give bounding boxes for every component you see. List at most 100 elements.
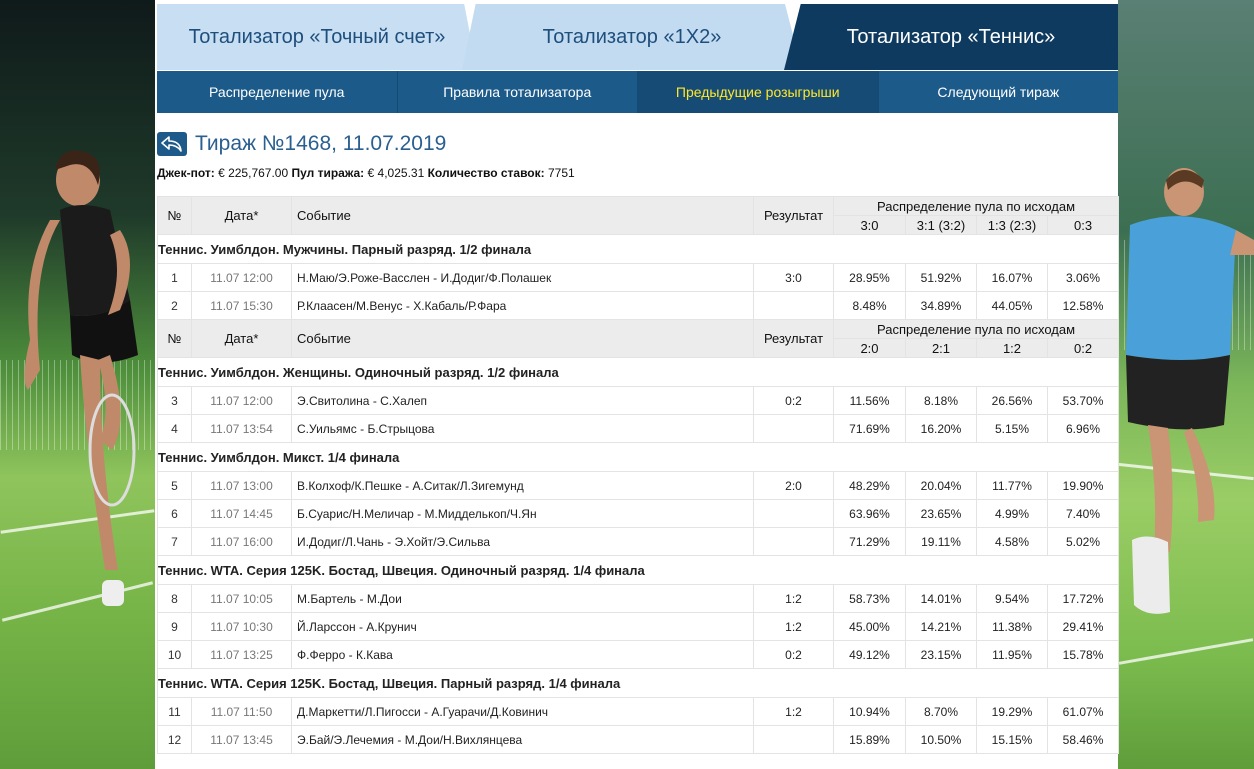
cell-percent: 10.94% (833, 697, 906, 726)
header-event: Событие (291, 319, 754, 358)
cell-percent: 4.99% (976, 499, 1048, 528)
table-row: 5 11.07 13:00 В.Колхоф/К.Пешке - А.Ситак/Л… (157, 471, 1120, 500)
header-date: Дата* (191, 319, 292, 358)
main-content: Тотализатор «Точный счет» Тотализатор «1… (155, 0, 1120, 769)
back-arrow-icon (161, 136, 182, 152)
section-row: Теннис. WTA. Серия 125K. Бостад, Швеция.… (156, 555, 1120, 585)
cell-result (753, 499, 834, 528)
cell-percent: 12.58% (1046, 291, 1120, 320)
header-outcome: 3:0 (833, 215, 906, 235)
cell-percent: 29.41% (1046, 612, 1120, 641)
cell-date: 11.07 14:45 (191, 499, 292, 528)
cell-percent: 17.72% (1046, 584, 1120, 613)
cell-date: 11.07 10:05 (191, 584, 292, 613)
tab-tennis[interactable]: Тотализатор «Теннис» (784, 4, 1118, 70)
cell-percent: 49.12% (833, 640, 906, 669)
cell-percent: 23.15% (905, 640, 977, 669)
cell-number: 5 (157, 471, 192, 500)
tab-1x2[interactable]: Тотализатор «1X2» (462, 4, 802, 70)
draw-summary: Джек-пот: € 225,767.00 Пул тиража: € 4,0… (157, 166, 575, 180)
cell-result (753, 414, 834, 443)
subnav-rules[interactable]: Правила тотализатора (398, 71, 638, 113)
header-number: № (157, 319, 192, 358)
tab-label: Тотализатор «1X2» (542, 25, 722, 48)
cell-date: 11.07 13:00 (191, 471, 292, 500)
cell-event: Й.Ларссон - А.Крунич (291, 612, 754, 641)
table-row: 4 11.07 13:54 С.Уильямс - Б.Стрыцова 71.69%… (157, 414, 1120, 443)
header-outcome: 1:2 (976, 338, 1048, 358)
cell-percent: 8.48% (833, 291, 906, 320)
background-left (0, 0, 155, 769)
header-outcome: 3:1 (3:2) (905, 215, 977, 235)
cell-date: 11.07 12:00 (191, 263, 292, 292)
header-outcome: 1:3 (2:3) (976, 215, 1048, 235)
draw-title: Тираж №1468, 11.07.2019 (195, 132, 447, 155)
cell-percent: 15.89% (833, 725, 906, 754)
cell-percent: 10.50% (905, 725, 977, 754)
table-row: 3 11.07 12:00 Э.Свитолина - С.Халеп 0:2 11.5… (157, 386, 1120, 415)
cell-percent: 28.95% (833, 263, 906, 292)
cell-percent: 11.38% (976, 612, 1048, 641)
cell-event: И.Додиг/Л.Чань - Э.Хойт/Э.Сильва (291, 527, 754, 556)
cell-percent: 44.05% (976, 291, 1048, 320)
table-header-outcomes-row: 3:0 3:1 (3:2) 1:3 (2:3) 0:3 (158, 215, 1120, 235)
cell-result (753, 527, 834, 556)
cell-percent: 9.54% (976, 584, 1048, 613)
background-right (1118, 0, 1254, 769)
pool-label: Пул тиража: (291, 166, 365, 180)
cell-event: С.Уильямс - Б.Стрыцова (291, 414, 754, 443)
cell-percent: 48.29% (833, 471, 906, 500)
female-player-illustration (24, 150, 138, 606)
cell-number: 10 (157, 640, 192, 669)
subnav-next-draw[interactable]: Следующий тираж (937, 84, 1060, 100)
cell-percent: 11.56% (833, 386, 906, 415)
tab-exact-score[interactable]: Тотализатор «Точный счет» (157, 4, 477, 70)
table-row: 8 11.07 10:05 М.Бартель - М.Дои 1:2 58.73% 14… (157, 584, 1120, 613)
cell-event: М.Бартель - М.Дои (291, 584, 754, 613)
cell-percent: 51.92% (905, 263, 977, 292)
cell-result: 1:2 (753, 584, 834, 613)
table-header-row: № Дата* Событие Результат Распределение пула… (157, 319, 1120, 358)
cell-event: Р.Клаасен/М.Венус - Х.Кабаль/Р.Фара (291, 291, 754, 320)
bets-label: Количество ставок: (427, 166, 545, 180)
subnav-previous-draws[interactable]: Предыдущие розыгрыши (638, 71, 879, 113)
cell-percent: 71.29% (833, 527, 906, 556)
cell-event: Э.Бай/Э.Лечемия - М.Дои/Н.Вихлянцева (291, 725, 754, 754)
cell-result (753, 291, 834, 320)
cell-result: 0:2 (753, 386, 834, 415)
back-button[interactable] (157, 132, 187, 156)
cell-percent: 34.89% (905, 291, 977, 320)
cell-percent: 53.70% (1046, 386, 1120, 415)
section-title: Теннис. Уимблдон. Мужчины. Парный разряд… (156, 234, 1120, 264)
cell-number: 11 (157, 697, 192, 726)
table-row: 12 11.07 13:45 Э.Бай/Э.Лечемия - М.Дои/Н.В… (157, 725, 1120, 754)
section-title: Теннис. Уимблдон. Микст. 1/4 финала (156, 442, 1120, 472)
cell-percent: 71.69% (833, 414, 906, 443)
table-row: 1 11.07 12:00 Н.Маю/Э.Роже-Васслен - И.Дод… (157, 263, 1120, 292)
tab-label: Тотализатор «Теннис» (846, 25, 1056, 48)
totalizator-tabs: Тотализатор «Точный счет» Тотализатор «1… (157, 4, 1118, 70)
cell-number: 7 (157, 527, 192, 556)
table-header-row: № Дата* Событие Результат Распределение пула… (157, 196, 1120, 235)
header-outcome: 0:3 (1046, 215, 1120, 235)
header-event: Событие (291, 196, 754, 235)
sub-navigation: Распределение пула Правила тотализатора … (157, 71, 1118, 113)
cell-percent: 4.58% (976, 527, 1048, 556)
cell-percent: 45.00% (833, 612, 906, 641)
cell-percent: 23.65% (905, 499, 977, 528)
cell-percent: 19.11% (905, 527, 977, 556)
cell-result (753, 725, 834, 754)
cell-percent: 15.15% (976, 725, 1048, 754)
header-result: Результат (753, 319, 834, 358)
jackpot-value: € 225,767.00 (218, 166, 289, 180)
cell-number: 12 (157, 725, 192, 754)
subnav-pool-distribution[interactable]: Распределение пула (157, 71, 398, 113)
section-row: Теннис. Уимблдон. Микст. 1/4 финала (156, 442, 1120, 472)
cell-number: 1 (157, 263, 192, 292)
cell-percent: 61.07% (1046, 697, 1120, 726)
bets-value: 7751 (547, 166, 575, 180)
header-outcome: 2:0 (833, 338, 906, 358)
draw-header: Тираж №1468, 11.07.2019 (157, 130, 446, 158)
cell-percent: 5.15% (976, 414, 1048, 443)
cell-percent: 58.46% (1046, 725, 1120, 754)
